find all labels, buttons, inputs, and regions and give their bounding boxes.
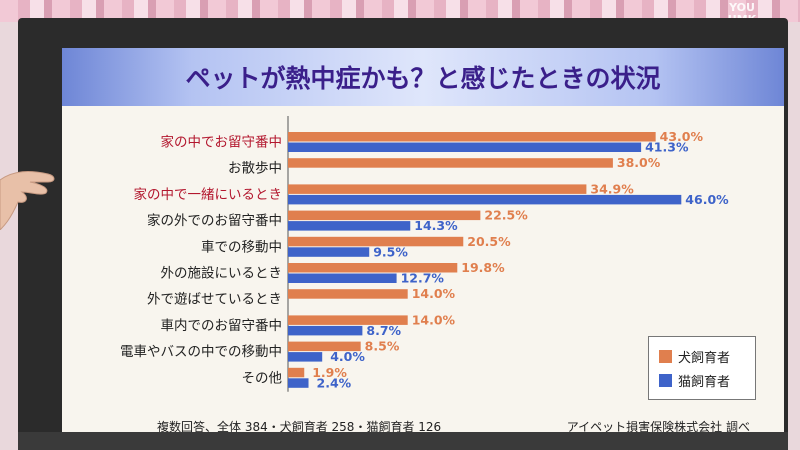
category-label: 電車やバスの中での移動中 [120, 344, 282, 360]
cat-owner-value-label: 14.3% [414, 218, 458, 233]
dog-owner-bar [288, 263, 458, 273]
presenter-hand [0, 171, 55, 230]
dog-owner-bar [288, 289, 408, 299]
category-label: お散歩中 [228, 161, 282, 177]
dog-owner-value-label: 22.5% [484, 208, 528, 223]
dog-owner-value-label: 14.0% [412, 286, 456, 301]
cat-owner-bar [288, 378, 309, 388]
dog-owner-value-label: 1.9% [312, 365, 347, 380]
cat-owner-bar [288, 273, 397, 283]
category-label: 外で遊ばせているとき [147, 292, 282, 308]
cat-owner-value-label: 9.5% [373, 244, 408, 259]
dog-owner-value-label: 38.0% [617, 155, 661, 170]
dog-owner-value-label: 14.0% [412, 312, 456, 327]
category-label: 家の中でお留守番中 [161, 134, 283, 151]
cat-owner-bar [288, 142, 642, 152]
legend-swatch-dog [659, 349, 672, 363]
monitor-frame: ペットが熱中症かも？と感じたときの状況 家の中でお留守番中 43.0% 41.3% お… [18, 18, 788, 450]
dog-owner-value-label: 19.8% [461, 260, 505, 275]
cat-owner-value-label: 2.4% [317, 375, 352, 390]
dog-owner-value-label: 20.5% [467, 234, 511, 249]
legend-item-cat: 猫飼育者 [659, 370, 730, 390]
chart-screen: ペットが熱中症かも？と感じたときの状況 家の中でお留守番中 43.0% 41.3% お… [62, 48, 784, 450]
watermark-line1: YOU [729, 1, 755, 14]
cat-owner-bar [288, 194, 682, 205]
dog-owner-bar [288, 315, 408, 325]
monitor-bottom-bezel [18, 432, 788, 450]
bar-chart: 家の中でお留守番中 43.0%41.3% お散歩中 38.0% 家の中で一緒にいるとき 3… [120, 116, 729, 392]
dog-owner-bar [288, 210, 481, 221]
cat-owner-value-label: 41.3% [645, 140, 689, 155]
background-strip [0, 0, 800, 22]
category-label: 家の外でのお留守番中 [147, 212, 282, 229]
dog-owner-bar [288, 184, 587, 194]
dog-owner-value-label: 8.5% [365, 339, 400, 354]
cat-owner-bar [288, 352, 323, 362]
dog-owner-value-label: 34.9% [590, 181, 634, 196]
cat-owner-value-label: 4.0% [330, 349, 365, 364]
cat-owner-value-label: 12.7% [401, 271, 445, 286]
legend-label-cat: 猫飼育者 [678, 374, 731, 390]
legend-swatch-cat [659, 373, 672, 387]
category-label: 家の中で一緒にいるとき [134, 186, 283, 203]
category-label: 車での移動中 [201, 239, 282, 255]
cat-owner-bar [288, 247, 370, 257]
cat-owner-value-label: 46.0% [685, 192, 729, 207]
source-credit: アイペット損害保険株式会社 調べ [566, 420, 750, 434]
legend-item-dog: 犬飼育者 [659, 346, 730, 366]
cat-owner-value-label: 8.7% [366, 323, 401, 338]
category-label: 車内でのお留守番中 [161, 318, 283, 334]
category-label: 外の施設にいるとき [161, 266, 283, 282]
title-bar: ペットが熱中症かも？と感じたときの状況 [62, 48, 784, 106]
dog-owner-bar [288, 236, 464, 247]
category-label: その他 [242, 370, 283, 386]
dog-owner-bar [288, 367, 305, 378]
dog-owner-value-label: 43.0% [660, 129, 704, 144]
legend: 犬飼育者 猫飼育者 [648, 336, 756, 400]
dog-owner-bar [288, 132, 656, 142]
sample-size-note: 複数回答、全体 384・犬飼育者 258・猫飼育者 126 [157, 420, 442, 434]
cat-owner-bar [288, 325, 363, 336]
dog-owner-bar [288, 158, 613, 168]
dog-owner-bar [288, 341, 361, 352]
chart-title: ペットが熱中症かも？と感じたときの状況 [185, 64, 661, 93]
cat-owner-bar [288, 221, 411, 231]
legend-label-dog: 犬飼育者 [678, 350, 731, 366]
